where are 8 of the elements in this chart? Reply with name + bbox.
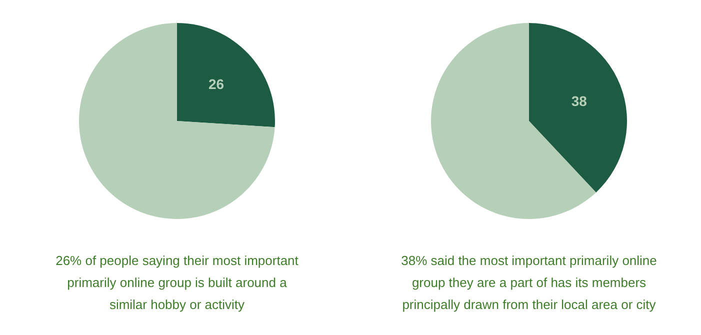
pie-slice — [177, 23, 275, 128]
data-label: 38 — [571, 93, 588, 110]
pie-slice — [79, 23, 275, 219]
pie-slice — [529, 23, 627, 192]
data-label: 26 — [208, 76, 224, 92]
text: 26% of people saying their most important primarily online group is built around a similar hobby or activity — [56, 253, 299, 312]
pie-slice — [431, 23, 596, 219]
text: 38% said the most important primarily online group they are a part of has its members principally drawn from their local area or city — [401, 253, 657, 312]
